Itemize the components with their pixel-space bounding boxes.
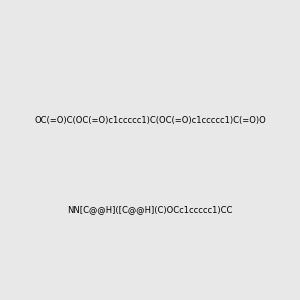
Text: OC(=O)C(OC(=O)c1ccccc1)C(OC(=O)c1ccccc1)C(=O)O: OC(=O)C(OC(=O)c1ccccc1)C(OC(=O)c1ccccc1)… xyxy=(34,116,266,124)
Text: NN[C@@H]([C@@H](C)OCc1ccccc1)CC: NN[C@@H]([C@@H](C)OCc1ccccc1)CC xyxy=(67,206,233,214)
